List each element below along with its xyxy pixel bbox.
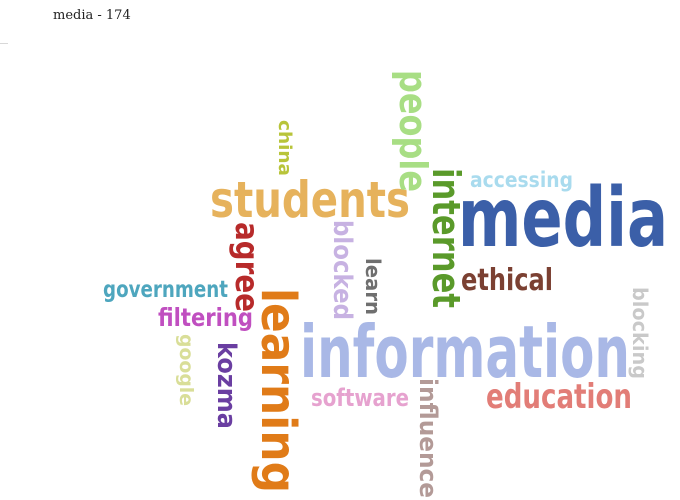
word-education[interactable]: education: [486, 377, 632, 417]
divider: [0, 43, 8, 44]
word-software[interactable]: software: [311, 384, 409, 412]
word-blocked[interactable]: blocked: [327, 220, 357, 320]
word-people[interactable]: people: [391, 70, 435, 192]
word-students[interactable]: students: [210, 171, 410, 229]
word-google[interactable]: google: [175, 334, 197, 406]
word-information[interactable]: information: [300, 310, 630, 394]
word-government[interactable]: government: [103, 277, 228, 303]
word-china[interactable]: china: [274, 120, 295, 176]
word-influence[interactable]: influence: [414, 378, 442, 498]
word-internet[interactable]: internet: [424, 168, 468, 308]
word-media[interactable]: media: [458, 171, 668, 266]
word-agree[interactable]: agree: [228, 222, 266, 312]
word-learning[interactable]: learning: [250, 288, 306, 493]
word-kozma[interactable]: kozma: [211, 342, 241, 429]
word-accessing[interactable]: accessing: [470, 168, 573, 192]
word-filtering[interactable]: filtering: [158, 303, 253, 332]
page-title: media - 174: [53, 8, 131, 23]
word-ethical[interactable]: ethical: [461, 263, 553, 298]
word-learn[interactable]: learn: [361, 258, 385, 315]
word-blocking[interactable]: blocking: [628, 287, 652, 379]
